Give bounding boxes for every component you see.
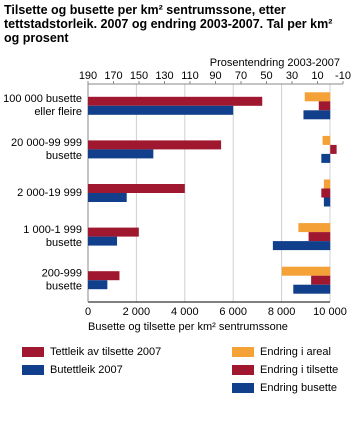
- change-bar: [293, 284, 331, 294]
- x2-tick-label: 170: [104, 70, 122, 82]
- change-bar: [323, 179, 331, 189]
- bar: [88, 184, 185, 193]
- change-bar: [321, 188, 331, 198]
- bar: [88, 105, 234, 115]
- y-tick-label: 200-999: [42, 268, 82, 280]
- x-axis-title: Busette og tilsette per km² sentrumssone: [88, 321, 288, 333]
- bar: [88, 140, 222, 150]
- bar: [88, 236, 118, 246]
- x2-tick-label: 70: [235, 70, 247, 82]
- change-bar: [322, 135, 331, 145]
- x2-tick-label: 150: [130, 70, 148, 82]
- legend-swatch: [22, 365, 44, 375]
- change-bar: [281, 266, 331, 276]
- legend-label: Endring busette: [260, 382, 337, 394]
- change-bar: [303, 110, 331, 120]
- y-tick-label: busette: [46, 150, 82, 162]
- bar: [88, 96, 263, 106]
- legend-label: Butettleik 2007: [50, 364, 123, 376]
- change-bar: [308, 232, 331, 242]
- y-tick-label: eller fleire: [34, 106, 82, 118]
- legend-swatch: [232, 383, 254, 393]
- x-tick-label: 10 000: [313, 306, 347, 318]
- x2-tick-label: 190: [79, 70, 97, 82]
- legend-swatch: [22, 347, 44, 357]
- change-bar: [318, 101, 331, 111]
- x2-tick-label: 30: [286, 70, 298, 82]
- bar: [88, 193, 127, 202]
- chart-title: Tilsette og busette per km² sentrumssone…: [4, 3, 333, 45]
- x2-tick-label: 90: [209, 70, 221, 82]
- bar: [88, 227, 139, 237]
- y-tick-label: busette: [46, 237, 82, 249]
- change-bar: [298, 223, 331, 233]
- x2-axis-title: Prosentendring 2003-2007: [210, 57, 340, 69]
- x2-tick-label: 10: [311, 70, 323, 82]
- x-tick-label: 6 000: [219, 306, 247, 318]
- change-bar: [304, 92, 331, 102]
- y-tick-label: 100 000 busette: [3, 93, 82, 105]
- legend-label: Endring i areal: [260, 346, 331, 358]
- x2-tick-label: 50: [260, 70, 272, 82]
- legend-swatch: [232, 365, 254, 375]
- y-tick-label: 20 000-99 999: [11, 137, 82, 149]
- legend-label: Endring i tilsette: [260, 364, 338, 376]
- x2-tick-label: 130: [155, 70, 173, 82]
- change-bar: [323, 197, 331, 207]
- change-bar: [330, 144, 337, 154]
- x2-tick-label: 110: [181, 70, 199, 82]
- x-tick-label: 2 000: [123, 306, 151, 318]
- x-tick-label: 4 000: [171, 306, 199, 318]
- change-bar: [272, 241, 331, 251]
- y-tick-label: 1 000-1 999: [23, 224, 82, 236]
- x-tick-label: 8 000: [268, 306, 296, 318]
- bar: [88, 280, 108, 290]
- change-bar: [321, 153, 331, 163]
- bar: [88, 149, 154, 159]
- legend-label: Tettleik av tilsette 2007: [50, 346, 161, 358]
- bar: [88, 271, 120, 281]
- change-bar: [311, 275, 331, 285]
- y-tick-label: busette: [46, 281, 82, 293]
- x-tick-label: 0: [85, 306, 91, 318]
- legend-swatch: [232, 347, 254, 357]
- y-tick-label: 2 000-19 999: [17, 187, 82, 199]
- x2-tick-label: -10: [335, 70, 351, 82]
